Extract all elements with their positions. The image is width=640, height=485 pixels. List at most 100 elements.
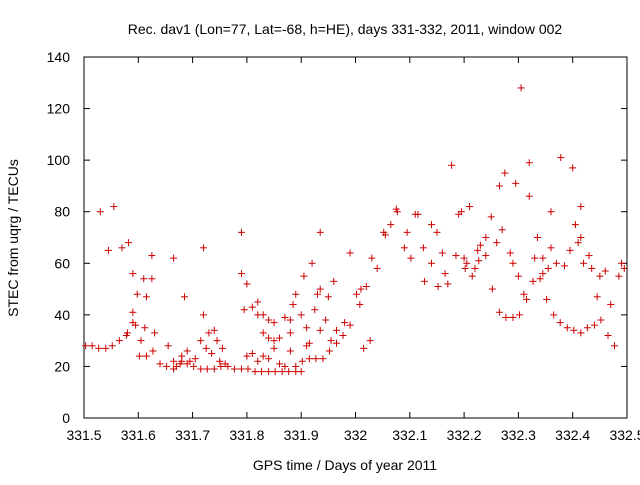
- data-point: [298, 357, 306, 365]
- data-point: [346, 249, 354, 257]
- data-point: [556, 319, 564, 327]
- data-point: [569, 164, 577, 172]
- data-point: [115, 337, 123, 345]
- data-point: [498, 226, 506, 234]
- data-point: [471, 264, 479, 272]
- data-point: [539, 270, 547, 278]
- data-point: [493, 239, 501, 247]
- data-point: [620, 264, 628, 272]
- data-point: [488, 285, 496, 293]
- data-point: [529, 277, 537, 285]
- data-point: [190, 362, 198, 370]
- data-point: [135, 352, 143, 360]
- data-point: [452, 252, 460, 260]
- data-point: [461, 264, 469, 272]
- data-point: [316, 228, 324, 236]
- data-point: [381, 231, 389, 239]
- data-point: [322, 316, 330, 324]
- data-point: [129, 308, 137, 316]
- x-tick-label: 332.2: [447, 427, 482, 443]
- data-point: [140, 275, 148, 283]
- data-point: [411, 210, 419, 218]
- data-point: [495, 308, 503, 316]
- data-point: [585, 252, 593, 260]
- data-point: [164, 342, 172, 350]
- data-point: [577, 329, 585, 337]
- x-tick-label: 331.9: [284, 427, 319, 443]
- y-axis-label: STEC from uqrg / TECUs: [5, 159, 21, 317]
- x-tick-label: 331.7: [175, 427, 210, 443]
- data-point: [580, 259, 588, 267]
- data-point: [531, 254, 539, 262]
- data-point: [141, 324, 149, 332]
- data-point: [303, 342, 311, 350]
- data-point: [533, 234, 541, 241]
- data-point: [286, 347, 294, 355]
- y-tick-label: 60: [54, 255, 70, 271]
- data-point: [487, 213, 495, 221]
- x-tick-label: 332: [344, 427, 368, 443]
- data-point: [444, 280, 452, 288]
- data-point: [271, 368, 279, 376]
- data-point: [289, 301, 297, 309]
- plot-frame: [83, 56, 628, 419]
- data-point: [316, 285, 324, 293]
- data-point: [360, 344, 368, 352]
- data-point: [285, 368, 293, 376]
- data-point: [270, 337, 278, 345]
- data-point: [275, 360, 283, 368]
- data-point: [217, 362, 225, 370]
- data-point: [170, 357, 178, 365]
- x-tick-label: 332.3: [501, 427, 536, 443]
- data-point: [292, 362, 300, 370]
- data-point: [311, 306, 319, 314]
- data-point: [523, 295, 531, 303]
- x-axis-label: GPS time / Days of year 2011: [253, 457, 437, 473]
- data-point: [515, 311, 523, 319]
- data-point: [332, 326, 340, 334]
- data-point: [332, 339, 340, 347]
- data-point: [248, 303, 256, 311]
- data-point: [392, 205, 400, 213]
- data-point: [163, 362, 171, 370]
- x-tick-label: 332.4: [555, 427, 590, 443]
- data-point: [319, 355, 327, 363]
- data-point: [178, 352, 186, 360]
- data-point: [607, 301, 615, 309]
- data-point: [457, 208, 465, 216]
- data-point: [428, 259, 436, 267]
- data-point: [96, 208, 104, 216]
- data-point: [525, 159, 533, 167]
- y-tick-label: 40: [54, 307, 70, 323]
- data-point: [536, 275, 544, 283]
- data-point: [460, 254, 468, 262]
- data-point: [353, 290, 361, 298]
- data-point: [218, 344, 226, 352]
- data-point: [571, 221, 579, 229]
- data-point: [270, 319, 278, 327]
- data-point: [203, 365, 211, 373]
- data-point: [88, 342, 96, 350]
- data-point: [303, 324, 311, 332]
- data-point: [438, 249, 446, 257]
- data-point: [230, 365, 238, 373]
- data-point: [327, 337, 335, 345]
- data-point: [563, 324, 571, 332]
- data-point: [407, 254, 415, 262]
- data-point: [305, 355, 313, 363]
- data-point: [259, 329, 267, 337]
- data-point: [197, 337, 205, 345]
- data-point: [366, 337, 374, 345]
- data-point: [373, 264, 381, 272]
- data-point: [237, 365, 245, 373]
- data-point: [346, 321, 354, 329]
- data-point: [258, 368, 266, 376]
- data-point: [137, 337, 145, 345]
- data-point: [213, 337, 221, 345]
- data-point: [341, 319, 349, 327]
- data-point: [148, 275, 156, 283]
- data-point: [265, 368, 273, 376]
- data-point: [95, 344, 103, 352]
- data-point: [265, 355, 273, 363]
- y-tick-label: 120: [47, 101, 71, 117]
